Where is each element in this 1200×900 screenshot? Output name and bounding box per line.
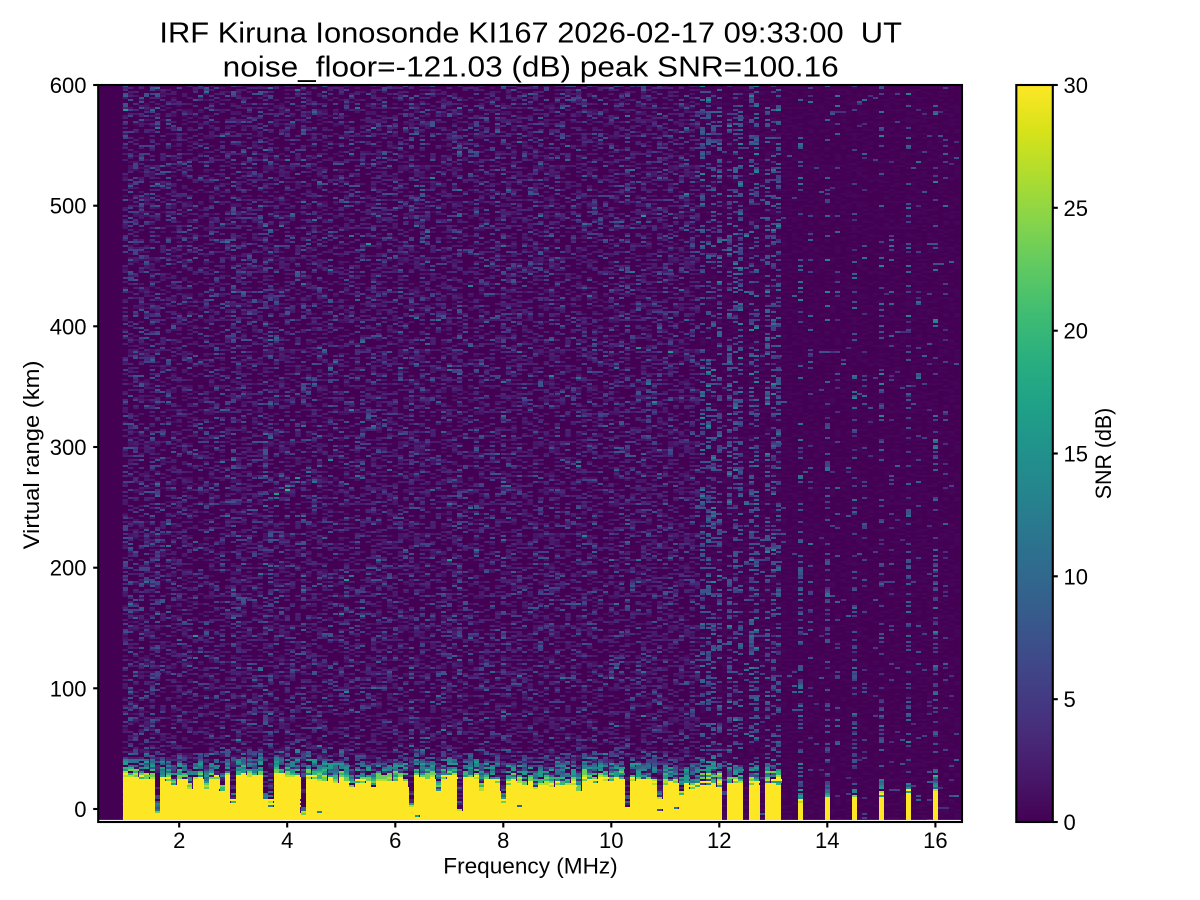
svg-text:0: 0 xyxy=(1064,810,1076,835)
svg-text:5: 5 xyxy=(1064,687,1076,712)
svg-text:6: 6 xyxy=(389,828,401,853)
svg-text:2: 2 xyxy=(173,828,185,853)
svg-text:500: 500 xyxy=(50,194,87,219)
svg-text:20: 20 xyxy=(1064,319,1088,344)
svg-text:10: 10 xyxy=(1064,564,1088,589)
svg-text:SNR (dB): SNR (dB) xyxy=(1091,408,1116,500)
svg-text:30: 30 xyxy=(1064,73,1088,98)
svg-text:14: 14 xyxy=(815,828,839,853)
svg-text:8: 8 xyxy=(497,828,509,853)
svg-text:25: 25 xyxy=(1064,196,1088,221)
svg-text:15: 15 xyxy=(1064,442,1088,467)
svg-text:600: 600 xyxy=(50,73,87,98)
svg-text:0: 0 xyxy=(74,797,86,822)
svg-text:Frequency (MHz): Frequency (MHz) xyxy=(443,854,617,879)
svg-text:16: 16 xyxy=(923,828,947,853)
svg-text:300: 300 xyxy=(50,435,87,460)
svg-text:200: 200 xyxy=(50,556,87,581)
svg-text:10: 10 xyxy=(599,828,623,853)
svg-text:100: 100 xyxy=(50,676,87,701)
svg-text:Virtual range (km): Virtual range (km) xyxy=(19,361,44,550)
svg-text:IRF Kiruna Ionosonde KI167 202: IRF Kiruna Ionosonde KI167 2026-02-17 09… xyxy=(159,17,902,49)
svg-text:noise_floor=-121.03 (dB) peak: noise_floor=-121.03 (dB) peak SNR=100.16 xyxy=(223,52,839,84)
svg-text:12: 12 xyxy=(707,828,731,853)
svg-text:4: 4 xyxy=(281,828,293,853)
svg-text:400: 400 xyxy=(50,314,87,339)
